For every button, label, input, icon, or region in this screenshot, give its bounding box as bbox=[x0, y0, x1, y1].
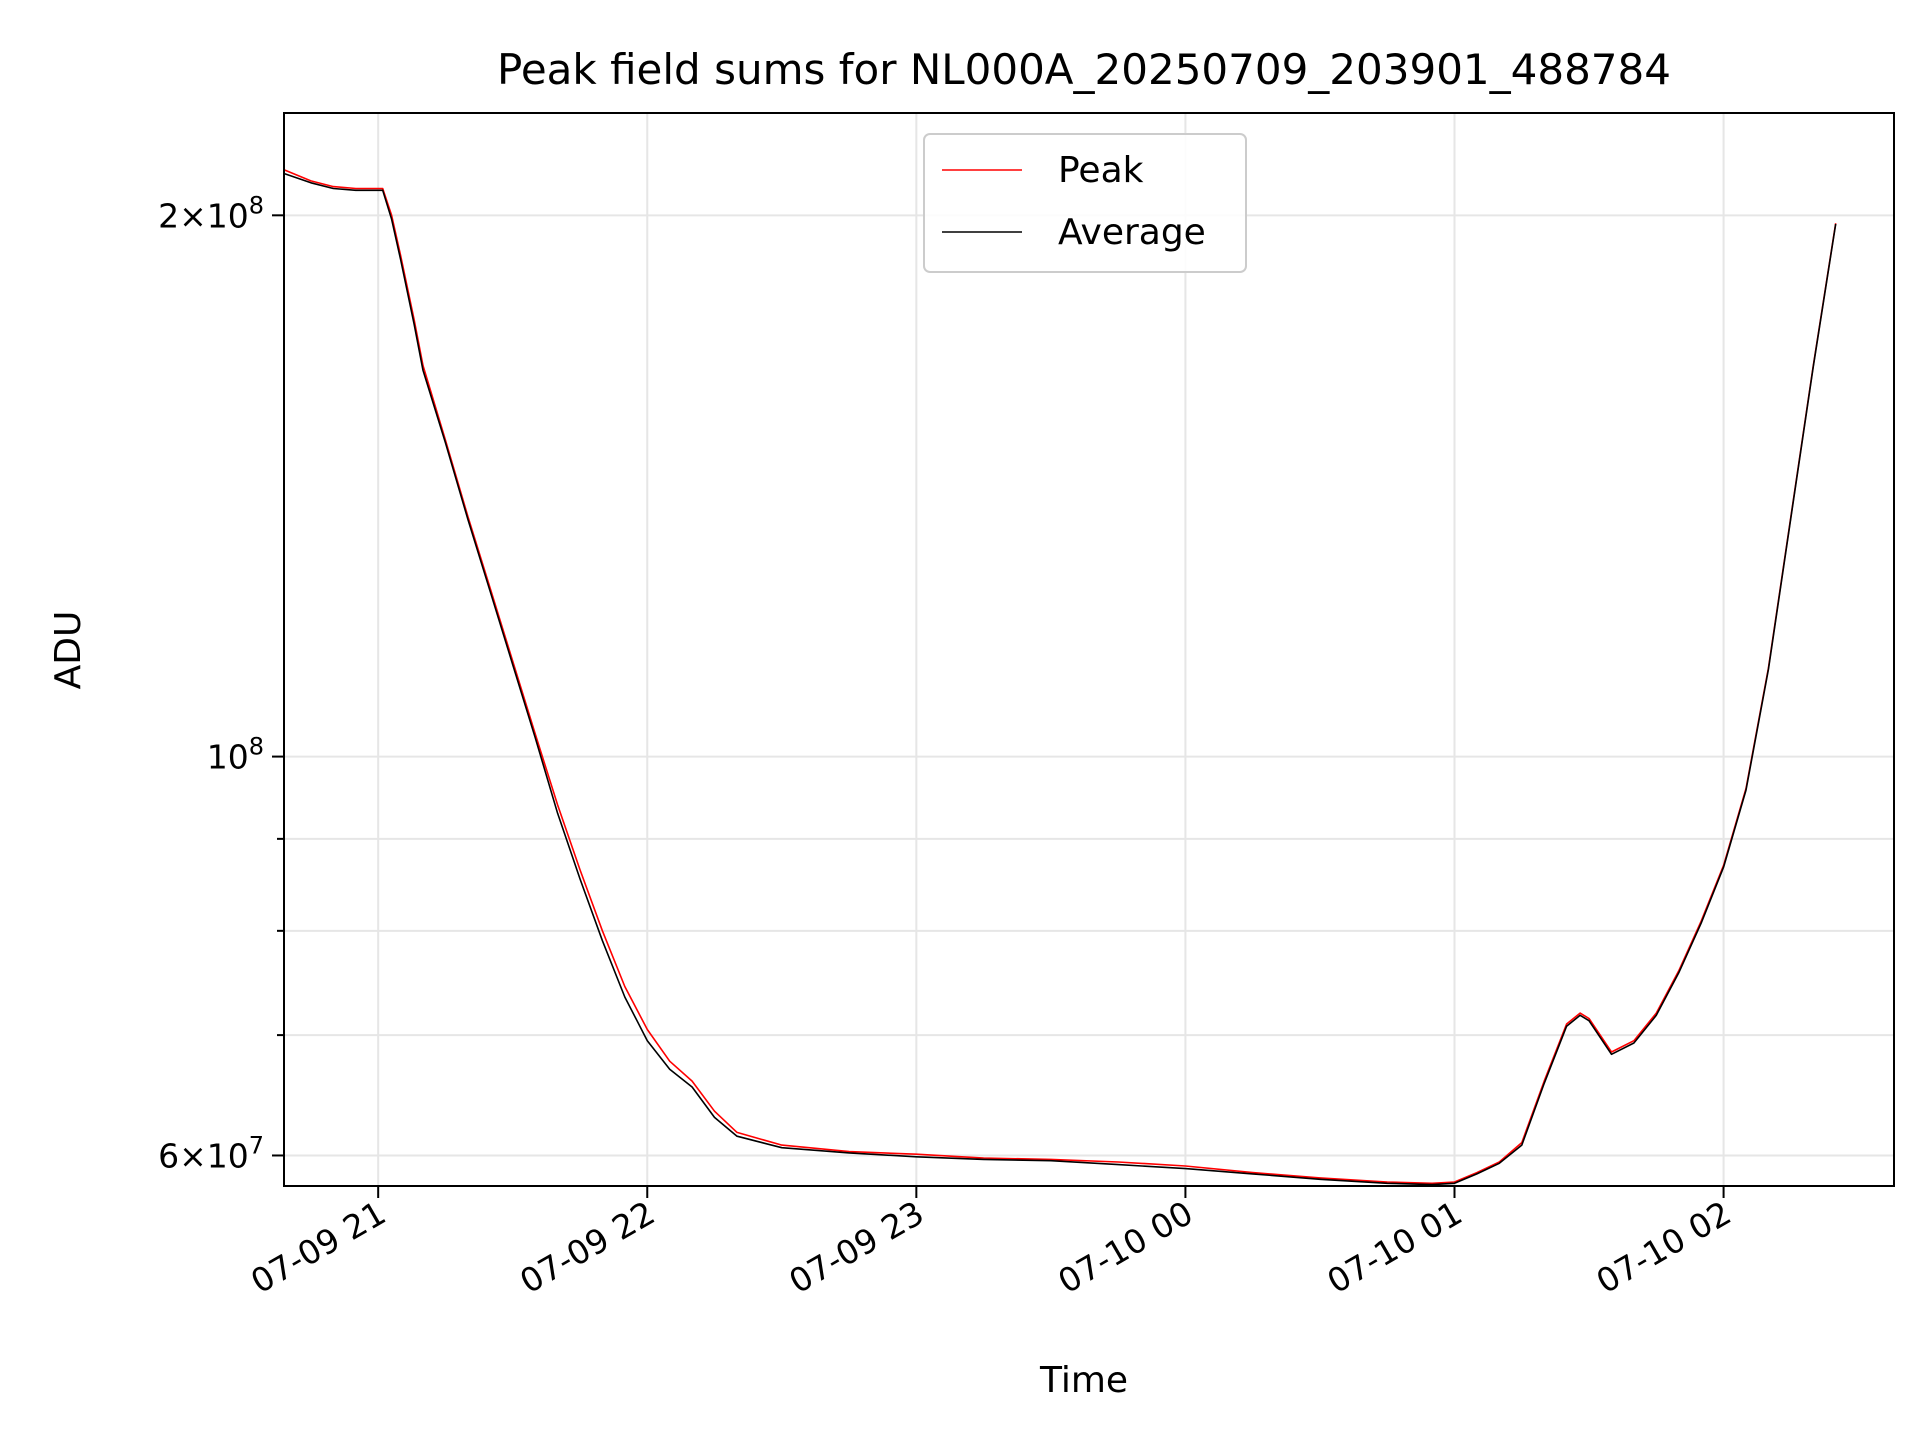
y-axis-label: ADU bbox=[48, 611, 89, 690]
legend-label-peak: Peak bbox=[1058, 150, 1144, 191]
y-tick-label: 108 bbox=[207, 733, 264, 777]
y-tick-label: 2×108 bbox=[158, 191, 264, 235]
chart-title: Peak field sums for NL000A_20250709_2039… bbox=[497, 45, 1671, 94]
y-tick-label: 6×107 bbox=[158, 1131, 264, 1175]
legend-box bbox=[923, 133, 1247, 273]
plot-frame bbox=[283, 112, 1895, 1187]
series-line-average bbox=[283, 172, 1837, 1186]
x-axis-label: Time bbox=[1039, 1360, 1128, 1401]
legend: Peak Average bbox=[923, 133, 1247, 273]
grid-layer bbox=[284, 113, 1894, 1186]
legend-label-average: Average bbox=[1058, 212, 1206, 253]
y-axis-ticks: 6×107 108 2×108 bbox=[158, 191, 284, 1175]
series-line-peak bbox=[283, 169, 1837, 1185]
series-layer bbox=[283, 169, 1837, 1186]
